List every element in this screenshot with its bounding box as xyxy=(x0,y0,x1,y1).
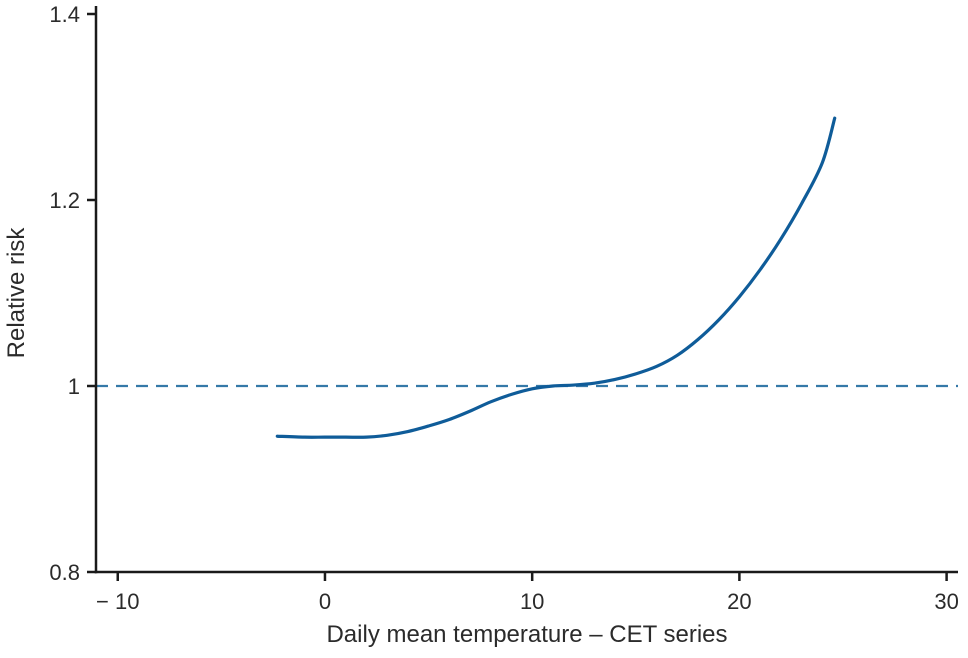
y-tick-label: 1.4 xyxy=(49,2,80,27)
series-line xyxy=(275,116,837,439)
x-tick-label: 0 xyxy=(319,589,331,614)
x-tick-label: 20 xyxy=(727,589,751,614)
y-tick-label: 1.2 xyxy=(49,188,80,213)
y-tick-label: 1 xyxy=(68,374,80,399)
y-tick-label: 0.8 xyxy=(49,560,80,585)
plot-layer: − 10 0 10 20 30 0.8 1 1.2 1.4 xyxy=(49,2,958,614)
x-tick-label: − 10 xyxy=(96,589,139,614)
x-tick-label: 10 xyxy=(520,589,544,614)
x-axis-label: Daily mean temperature – CET series xyxy=(326,621,727,648)
y-axis-label: Relative risk xyxy=(3,227,30,359)
x-tick-label: 30 xyxy=(934,589,958,614)
